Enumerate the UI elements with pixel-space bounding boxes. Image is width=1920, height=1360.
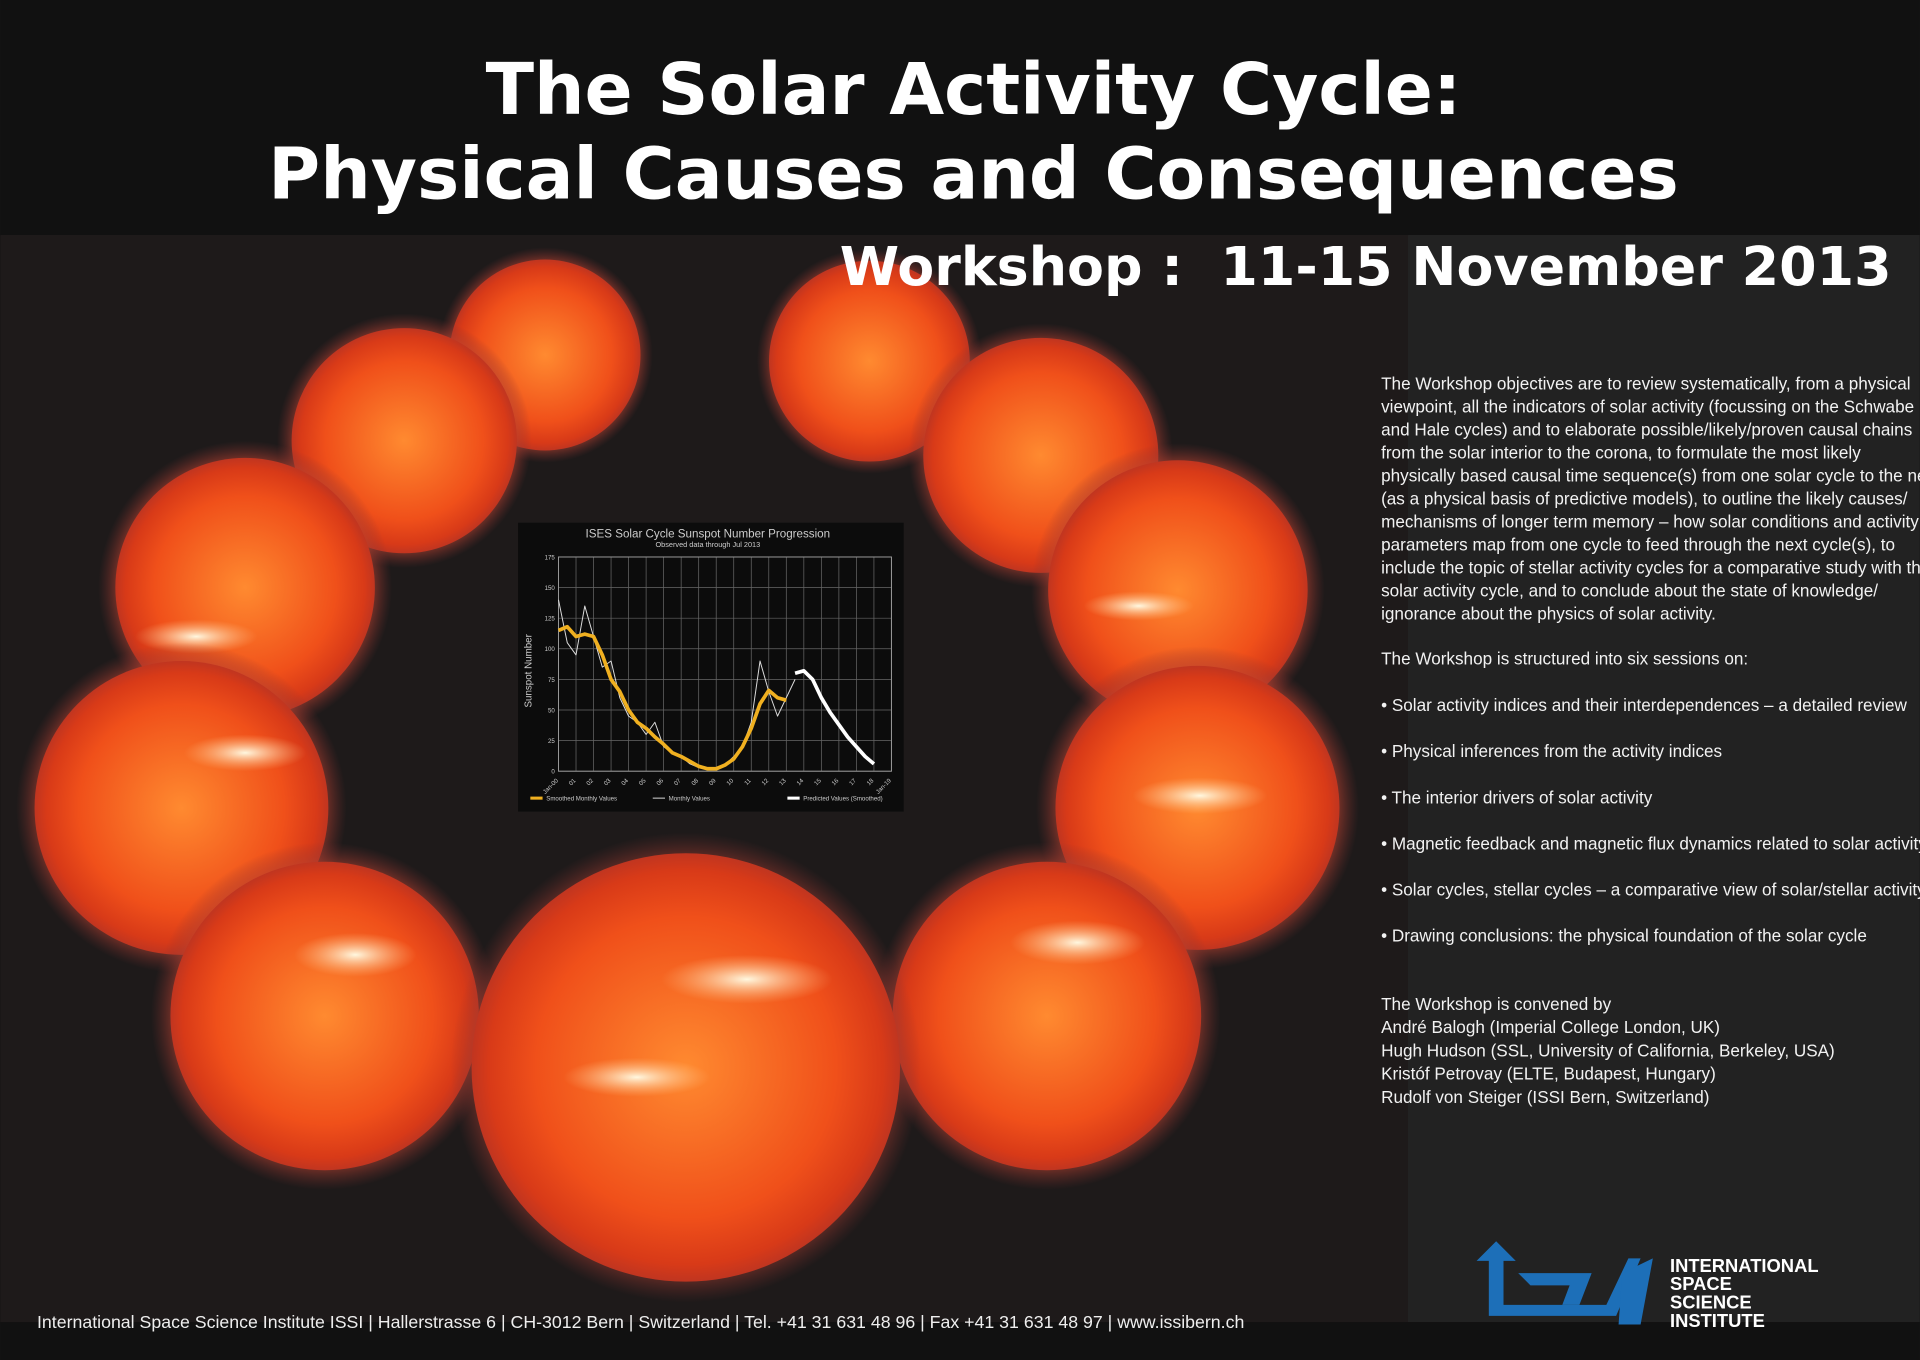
sun: [873, 842, 1221, 1190]
logo-mark: [1476, 1241, 1641, 1316]
legend-label: Monthly Values: [669, 796, 710, 803]
session-item: • Solar cycles, stellar cycles – a compa…: [1381, 879, 1920, 899]
logo-line: INSTITUTE: [1670, 1310, 1765, 1331]
sunspot-chart: ISES Solar Cycle Sunspot Number Progress…: [518, 522, 904, 812]
convener: Rudolf von Steiger (ISSI Bern, Switzerla…: [1381, 1087, 1709, 1107]
title: The Solar Activity Cycle:: [486, 48, 1462, 131]
series-line: [794, 668, 876, 766]
title: Physical Causes and Consequences: [268, 132, 1679, 215]
y-tick-label: 100: [545, 646, 556, 653]
x-tick-label: 13: [778, 777, 788, 787]
logo-line: INTERNATIONAL: [1670, 1255, 1819, 1276]
objectives-line: solar activity cycle, and to conclude ab…: [1381, 580, 1878, 600]
x-tick-label: 18: [866, 777, 876, 787]
x-tick-label: 08: [690, 777, 700, 787]
session-item: • Drawing conclusions: the physical foun…: [1381, 925, 1867, 945]
objectives-line: mechanisms of longer term memory – how s…: [1381, 511, 1919, 531]
conveners-intro: The Workshop is convened by: [1381, 994, 1611, 1014]
sun: [150, 842, 499, 1190]
y-axis-label: Sunspot Number: [524, 633, 535, 707]
x-tick-label: 16: [831, 777, 841, 787]
logo-mark: [1618, 1258, 1653, 1325]
objectives-line: parameters map from one cycle to feed th…: [1381, 534, 1895, 554]
side-panel: [1408, 235, 1920, 1323]
x-tick-label: 14: [795, 777, 805, 787]
convener: Kristóf Petrovay (ELTE, Budapest, Hungar…: [1381, 1064, 1716, 1084]
objectives-line: (as a physical basis of predictive model…: [1381, 488, 1908, 508]
objectives-line: viewpoint, all the indicators of solar a…: [1381, 396, 1914, 416]
session-item: • The interior drivers of solar activity: [1381, 787, 1653, 807]
x-tick-label: 07: [673, 777, 683, 787]
legend-label: Predicted Values (Smoothed): [803, 796, 882, 803]
x-tick-label: 15: [813, 777, 823, 787]
x-tick-label: 09: [708, 777, 718, 787]
x-tick-label: 12: [760, 777, 770, 787]
convener: Hugh Hudson (SSL, University of Californ…: [1381, 1040, 1835, 1060]
y-tick-label: 75: [548, 677, 555, 684]
x-tick-label: 17: [848, 777, 858, 787]
footer-band: [0, 1322, 1920, 1360]
objectives-line: physically based causal time sequence(s)…: [1381, 465, 1920, 485]
x-tick-label: 10: [725, 777, 735, 787]
legend-label: Smoothed Monthly Values: [546, 796, 617, 803]
chart-title: ISES Solar Cycle Sunspot Number Progress…: [586, 527, 831, 540]
sun: [450, 832, 921, 1303]
x-tick-label: 05: [638, 777, 648, 787]
objectives-line: ignorance about the physics of solar act…: [1381, 603, 1716, 623]
series-line: [557, 624, 787, 771]
sessions-intro: The Workshop is structured into six sess…: [1381, 649, 1748, 669]
plot-frame: [557, 556, 892, 772]
y-tick-label: 50: [548, 707, 555, 714]
y-tick-label: 0: [551, 769, 555, 776]
subtitle: Workshop : 11-15 November 2013: [840, 235, 1892, 298]
y-tick-label: 175: [545, 554, 556, 561]
footer: International Space Science Institute IS…: [37, 1312, 1244, 1332]
chart-subtitle: Observed data through Jul 2013: [655, 540, 760, 549]
convener: André Balogh (Imperial College London, U…: [1381, 1017, 1720, 1037]
session-item: • Physical inferences from the activity …: [1381, 741, 1722, 761]
objectives-line: and Hale cycles) and to elaborate possib…: [1381, 419, 1912, 439]
objectives-line: The Workshop objectives are to review sy…: [1381, 373, 1911, 393]
header-band: [0, 0, 1920, 236]
logo-line: SPACE: [1670, 1273, 1732, 1294]
issi-logo: [1476, 1241, 1653, 1325]
x-tick-label: 02: [585, 777, 595, 787]
y-tick-label: 150: [545, 585, 556, 592]
logo-mark: [1518, 1273, 1592, 1305]
x-tick-label: 04: [620, 777, 630, 787]
session-item: • Magnetic feedback and magnetic flux dy…: [1381, 833, 1920, 853]
session-item: • Solar activity indices and their inter…: [1381, 695, 1907, 715]
x-tick-label: 06: [655, 777, 665, 787]
text-panel: The Workshop objectives are to review sy…: [1381, 373, 1920, 1107]
x-tick-label: 11: [743, 777, 753, 787]
logo-line: SCIENCE: [1670, 1292, 1752, 1313]
x-tick-label: 03: [603, 777, 613, 787]
x-tick-label: 01: [568, 777, 578, 787]
objectives-line: include the topic of stellar activity cy…: [1381, 557, 1920, 577]
sun-ring: [16, 247, 1360, 1303]
chart-frame: [518, 522, 904, 812]
y-tick-label: 125: [545, 616, 556, 623]
y-tick-label: 25: [548, 738, 555, 745]
objectives-line: from the solar interior to the corona, t…: [1381, 442, 1861, 462]
